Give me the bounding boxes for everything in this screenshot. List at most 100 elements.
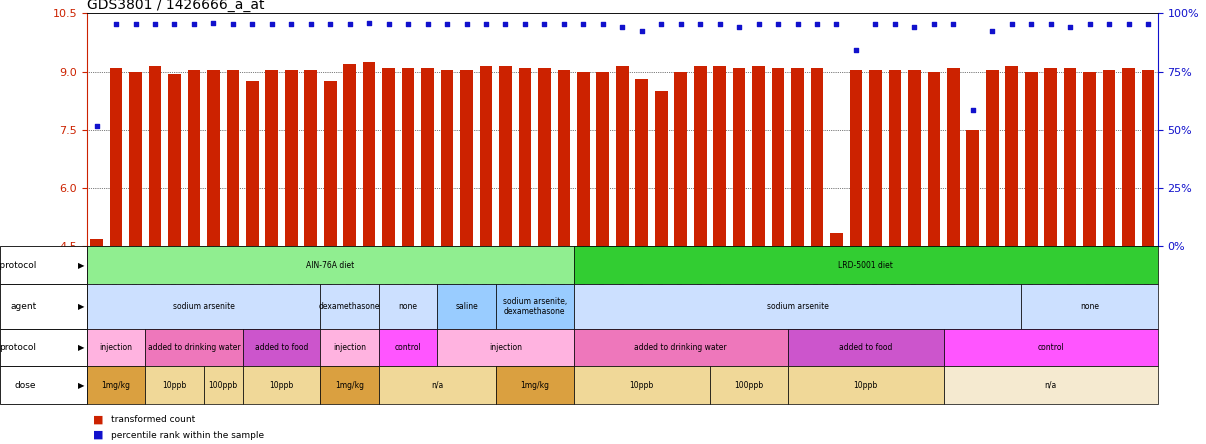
Bar xyxy=(1044,68,1056,246)
Point xyxy=(691,21,710,28)
Point xyxy=(788,21,807,28)
Text: added to food: added to food xyxy=(839,343,892,352)
Bar xyxy=(791,68,804,246)
Bar xyxy=(227,70,239,246)
Point xyxy=(1119,21,1138,28)
Bar xyxy=(849,70,862,246)
Text: added to drinking water: added to drinking water xyxy=(147,343,240,352)
Bar xyxy=(246,81,258,246)
Text: AIN-76A diet: AIN-76A diet xyxy=(306,261,355,270)
Bar xyxy=(908,70,920,246)
Bar xyxy=(90,239,103,246)
Text: growth protocol: growth protocol xyxy=(0,261,36,270)
Point xyxy=(964,107,983,114)
Bar xyxy=(402,68,415,246)
Bar xyxy=(519,68,532,246)
Point xyxy=(242,21,262,28)
Point xyxy=(924,21,943,28)
Text: injection: injection xyxy=(488,343,522,352)
Point xyxy=(827,21,847,28)
Text: protocol: protocol xyxy=(0,343,36,352)
Point xyxy=(1138,21,1158,28)
Point xyxy=(1060,24,1079,31)
Text: 1mg/kg: 1mg/kg xyxy=(520,381,549,390)
Text: n/a: n/a xyxy=(1044,381,1056,390)
Point xyxy=(476,21,496,28)
Text: ■: ■ xyxy=(93,415,104,424)
Point xyxy=(1100,21,1119,28)
Point xyxy=(165,21,185,28)
Bar xyxy=(713,66,726,246)
Point xyxy=(749,21,768,28)
Bar xyxy=(987,70,999,246)
Point xyxy=(262,21,281,28)
Point xyxy=(671,21,690,28)
Bar xyxy=(168,74,181,246)
Bar xyxy=(344,64,356,246)
Bar xyxy=(265,70,279,246)
Point xyxy=(710,21,730,28)
Text: 10ppb: 10ppb xyxy=(630,381,654,390)
Text: injection: injection xyxy=(100,343,133,352)
Point xyxy=(125,21,145,28)
Text: n/a: n/a xyxy=(432,381,444,390)
Bar xyxy=(947,68,960,246)
Text: 100ppb: 100ppb xyxy=(734,381,763,390)
Text: control: control xyxy=(394,343,421,352)
Text: 10ppb: 10ppb xyxy=(163,381,187,390)
Bar xyxy=(1006,66,1018,246)
Point xyxy=(1041,21,1060,28)
Bar xyxy=(382,68,396,246)
Bar xyxy=(538,68,551,246)
Point xyxy=(204,20,223,27)
Bar xyxy=(1025,71,1037,246)
Bar xyxy=(480,66,492,246)
Point xyxy=(515,21,534,28)
Point xyxy=(457,21,476,28)
Point xyxy=(943,21,962,28)
Point xyxy=(1079,21,1099,28)
Point xyxy=(1021,21,1041,28)
Point xyxy=(847,47,866,54)
Point xyxy=(866,21,885,28)
Point xyxy=(885,21,904,28)
Bar xyxy=(733,68,745,246)
Text: agent: agent xyxy=(10,302,36,311)
Text: sodium arsenite,
dexamethasone: sodium arsenite, dexamethasone xyxy=(503,297,567,316)
Text: added to food: added to food xyxy=(254,343,309,352)
Text: LRD-5001 diet: LRD-5001 diet xyxy=(838,261,894,270)
Point xyxy=(983,27,1002,34)
Point xyxy=(807,21,826,28)
Point xyxy=(359,20,379,27)
Point xyxy=(574,21,593,28)
Bar xyxy=(1083,71,1096,246)
Point xyxy=(379,21,398,28)
Text: ▶: ▶ xyxy=(77,343,84,352)
Bar xyxy=(499,66,511,246)
Text: ▶: ▶ xyxy=(77,302,84,311)
Point xyxy=(340,21,359,28)
Point xyxy=(496,21,515,28)
Text: ▶: ▶ xyxy=(77,261,84,270)
Point xyxy=(593,21,613,28)
Bar xyxy=(1123,68,1135,246)
Bar xyxy=(557,70,570,246)
Point xyxy=(904,24,924,31)
Point xyxy=(146,21,165,28)
Text: dose: dose xyxy=(14,381,36,390)
Bar xyxy=(1142,70,1154,246)
Text: percentile rank within the sample: percentile rank within the sample xyxy=(111,431,264,440)
Text: 10ppb: 10ppb xyxy=(269,381,294,390)
Point xyxy=(418,21,438,28)
Point xyxy=(651,21,671,28)
Text: control: control xyxy=(1037,343,1064,352)
Text: none: none xyxy=(399,302,417,311)
Bar xyxy=(597,71,609,246)
Point xyxy=(632,27,651,34)
Point xyxy=(555,21,574,28)
Point xyxy=(87,123,106,130)
Bar xyxy=(304,70,317,246)
Bar xyxy=(870,70,882,246)
Text: sodium arsenite: sodium arsenite xyxy=(767,302,829,311)
Text: saline: saline xyxy=(455,302,478,311)
